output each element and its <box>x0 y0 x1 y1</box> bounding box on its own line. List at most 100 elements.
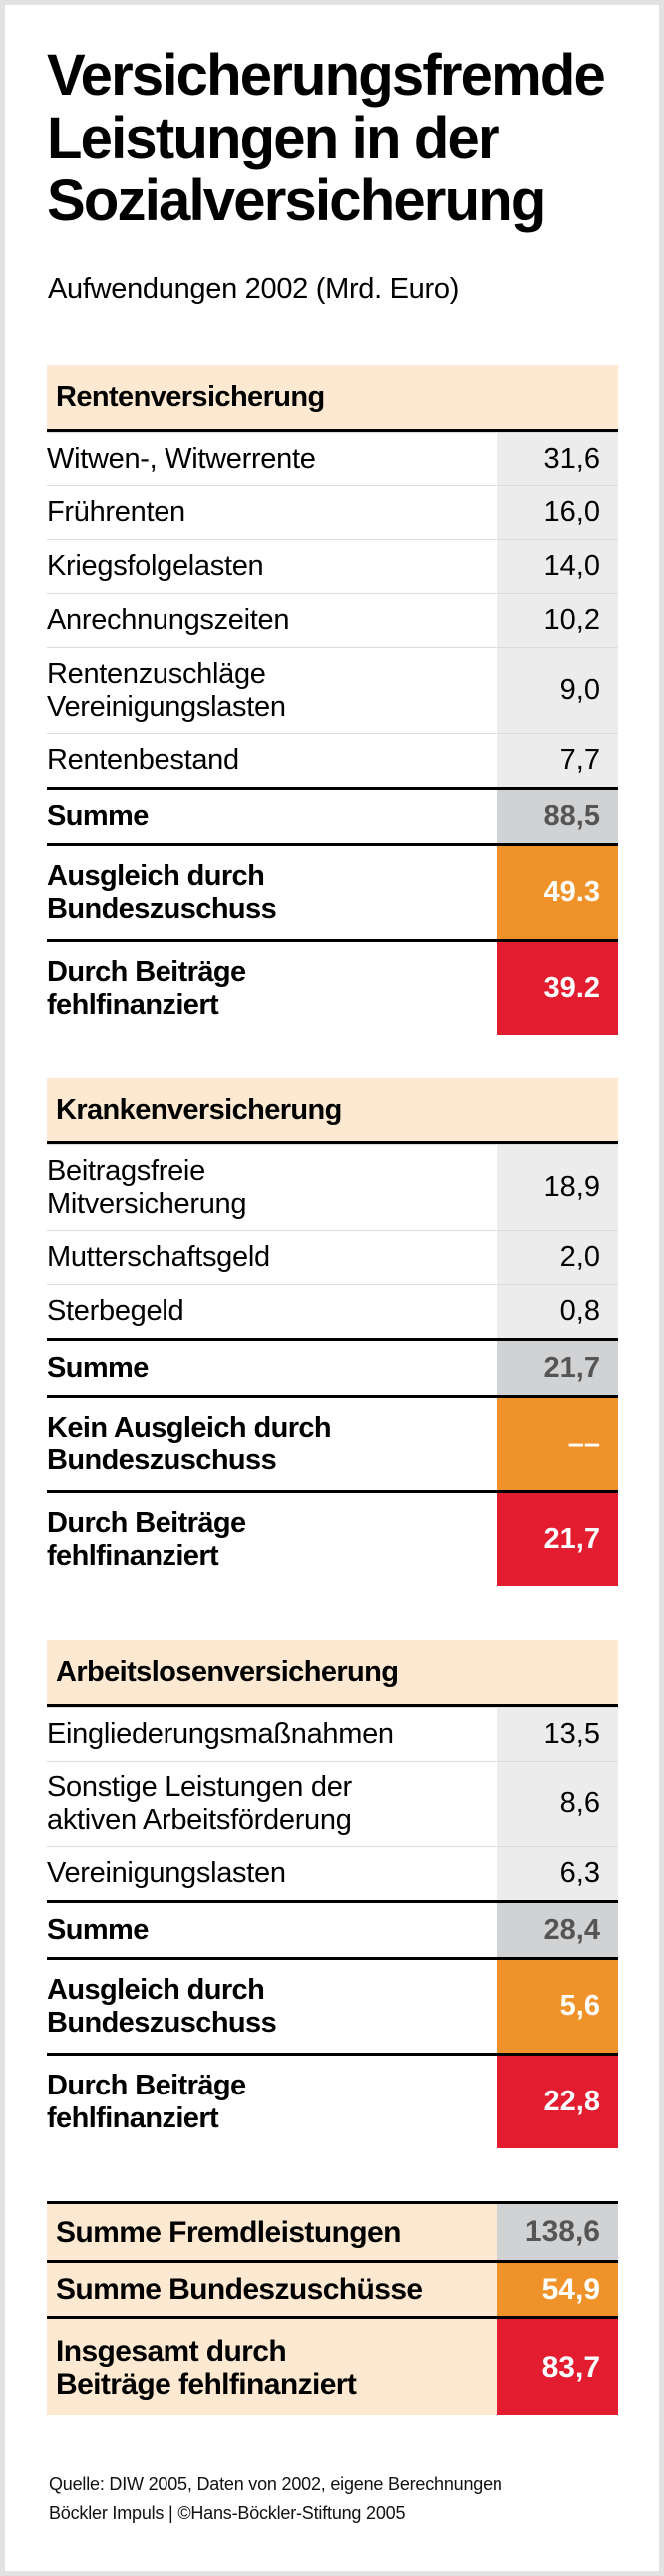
row-value: 5,6 <box>497 1960 618 2053</box>
title-line: Versicherungsfremde <box>47 43 606 108</box>
title-line: Sozialversicherung <box>47 168 546 233</box>
row-label-text: Summe <box>47 1913 149 1946</box>
row-label-text: Ausgleich durch Bundeszuschuss <box>47 859 277 925</box>
subsidy-row: Kein Ausgleich durch Bundeszuschuss –– <box>47 1395 618 1490</box>
row-label: Frührenten <box>47 486 497 539</box>
row-value: 88,5 <box>497 790 618 843</box>
row-value: 49.3 <box>497 846 618 939</box>
row-label-text: Rentenzuschläge Vereinigungslasten <box>47 657 286 723</box>
row-value: 16,0 <box>497 486 618 539</box>
row-label-text: Eingliederungsmaßnahmen <box>47 1718 394 1750</box>
row-label: Durch Beiträge fehlfinanziert <box>47 2056 497 2148</box>
row-value: 10,2 <box>497 594 618 647</box>
row-label: Summe <box>47 1903 497 1957</box>
table-row: Eingliederungsmaßnahmen 13,5 <box>47 1707 618 1761</box>
copyright-note: Böckler Impuls | ©Hans-Böckler-Stiftung … <box>49 2503 406 2523</box>
section-heading: Krankenversicherung <box>47 1078 618 1144</box>
row-label: Summe Fremdleistungen <box>47 2204 497 2260</box>
row-label: Eingliederungsmaßnahmen <box>47 1708 497 1761</box>
total-row: Summe Bundeszuschüsse 54,9 <box>47 2260 618 2316</box>
row-label-text: Summe Bundeszuschüsse <box>56 2273 423 2306</box>
row-label-text: Durch Beiträge fehlfinanziert <box>47 2069 246 2134</box>
row-label-text: Mutterschaftsgeld <box>47 1241 270 1273</box>
row-value: 13,5 <box>497 1708 618 1761</box>
row-label-text: Sterbegeld <box>47 1295 184 1327</box>
row-label: Rentenzuschläge Vereinigungslasten <box>47 648 497 733</box>
totals-table: Summe Fremdleistungen 138,6 Summe Bundeszu… <box>47 2201 618 2415</box>
page-title: Versicherungsfremde Leistungen in der So… <box>47 44 645 232</box>
row-label-text: Vereinigungslasten <box>47 1857 286 1889</box>
row-label-text: Kriegsfolgelasten <box>47 550 264 582</box>
row-label-text: Beitragsfreie Mitversicherung <box>47 1154 247 1220</box>
row-label-text: Kein Ausgleich durch Bundeszuschuss <box>47 1411 332 1476</box>
row-label: Durch Beiträge fehlfinanziert <box>47 942 497 1035</box>
row-label: Beitragsfreie Mitversicherung <box>47 1145 497 1230</box>
row-label-text: Summe <box>47 800 149 832</box>
subsidy-row: Ausgleich durch Bundeszuschuss 5,6 <box>47 1957 618 2053</box>
row-value: 2,0 <box>497 1231 618 1284</box>
row-value: 7,7 <box>497 734 618 787</box>
sum-row: Summe 21,7 <box>47 1338 618 1395</box>
table-row: Anrechnungszeiten 10,2 <box>47 593 618 647</box>
table-row: Beitragsfreie Mitversicherung 18,9 <box>47 1144 618 1230</box>
section-table: Arbeitslosenversicherung Eingliederungsma… <box>47 1640 618 2148</box>
table-row: Kriegsfolgelasten 14,0 <box>47 539 618 593</box>
row-label: Witwen-, Witwerrente <box>47 433 497 485</box>
table-row: Mutterschaftsgeld 2,0 <box>47 1230 618 1284</box>
section-heading: Rentenversicherung <box>47 365 618 432</box>
table-row: Vereinigungslasten 6,3 <box>47 1846 618 1900</box>
row-label: Sterbegeld <box>47 1285 497 1338</box>
row-label: Mutterschaftsgeld <box>47 1231 497 1284</box>
table-row: Sterbegeld 0,8 <box>47 1284 618 1338</box>
row-label: Summe <box>47 790 497 843</box>
sum-row: Summe 88,5 <box>47 787 618 843</box>
table-row: Rentenzuschläge Vereinigungslasten 9,0 <box>47 647 618 733</box>
row-value: 18,9 <box>497 1145 618 1230</box>
row-label: Summe <box>47 1341 497 1395</box>
row-value: 21,7 <box>497 1341 618 1395</box>
row-value: 8,6 <box>497 1762 618 1846</box>
sum-row: Summe 28,4 <box>47 1900 618 1957</box>
row-label: Kriegsfolgelasten <box>47 540 497 593</box>
contribution-row: Durch Beiträge fehlfinanziert 21,7 <box>47 1490 618 1586</box>
row-label: Sonstige Leistungen der aktiven Arbeitsf… <box>47 1762 497 1846</box>
total-row: Summe Fremdleistungen 138,6 <box>47 2204 618 2260</box>
row-label: Insgesamt durch Beiträge fehlfinanziert <box>47 2319 497 2415</box>
row-value: 6,3 <box>497 1847 618 1900</box>
section-table: Rentenversicherung Witwen-, Witwerrente 31… <box>47 365 618 1035</box>
row-value: –– <box>497 1398 618 1490</box>
row-label: Anrechnungszeiten <box>47 594 497 647</box>
row-value: 83,7 <box>497 2319 618 2415</box>
table-row: Rentenbestand 7,7 <box>47 733 618 787</box>
row-label: Ausgleich durch Bundeszuschuss <box>47 846 497 939</box>
row-value: 54,9 <box>497 2263 618 2316</box>
row-label-text: Rentenbestand <box>47 744 239 776</box>
row-label-text: Summe Fremdleistungen <box>56 2215 401 2249</box>
table-row: Sonstige Leistungen der aktiven Arbeitsf… <box>47 1761 618 1846</box>
row-label-text: Durch Beiträge fehlfinanziert <box>47 1506 246 1572</box>
subtitle: Aufwendungen 2002 (Mrd. Euro) <box>48 273 460 305</box>
row-value: 28,4 <box>497 1903 618 1957</box>
row-label-text: Anrechnungszeiten <box>47 604 290 636</box>
row-label-text: Sonstige Leistungen der aktiven Arbeitsf… <box>47 1771 352 1836</box>
row-label-text: Frührenten <box>47 496 185 528</box>
row-label-text: Insgesamt durch Beiträge fehlfinanziert <box>56 2334 357 2401</box>
row-value: 21,7 <box>497 1493 618 1586</box>
row-label: Ausgleich durch Bundeszuschuss <box>47 1960 497 2053</box>
section-table: Krankenversicherung Beitragsfreie Mitvers… <box>47 1078 618 1586</box>
table-row: Witwen-, Witwerrente 31,6 <box>47 432 618 485</box>
row-value: 14,0 <box>497 540 618 593</box>
row-value: 22,8 <box>497 2056 618 2148</box>
title-line: Leistungen in der <box>47 106 500 170</box>
row-label: Rentenbestand <box>47 734 497 787</box>
row-label-text: Summe <box>47 1351 149 1384</box>
row-label-text: Durch Beiträge fehlfinanziert <box>47 955 246 1021</box>
row-value: 9,0 <box>497 648 618 733</box>
contribution-row: Durch Beiträge fehlfinanziert 22,8 <box>47 2053 618 2148</box>
row-value: 39.2 <box>497 942 618 1035</box>
table-row: Frührenten 16,0 <box>47 485 618 539</box>
row-value: 0,8 <box>497 1285 618 1338</box>
total-row: Insgesamt durch Beiträge fehlfinanziert 8… <box>47 2316 618 2415</box>
row-label: Durch Beiträge fehlfinanziert <box>47 1493 497 1586</box>
